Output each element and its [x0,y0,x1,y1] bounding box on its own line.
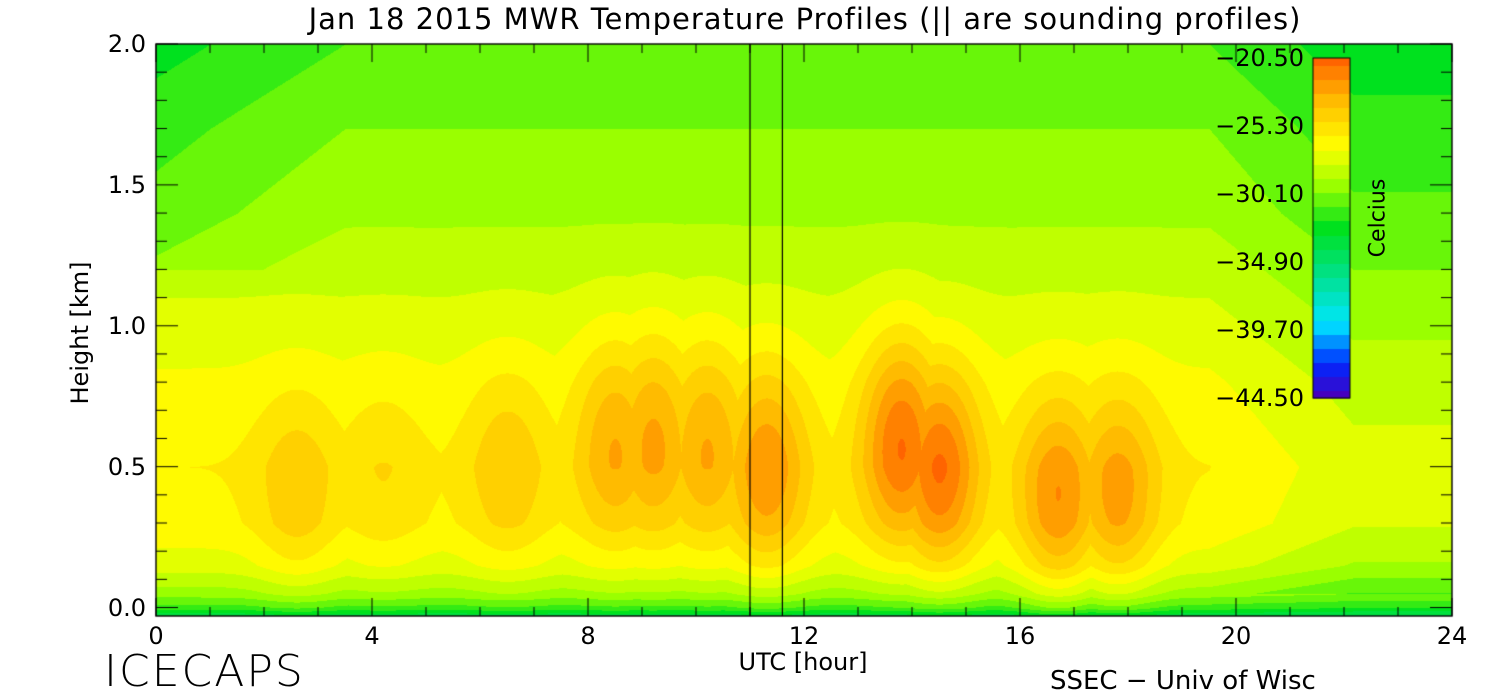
y-tick-label: 1.0 [107,311,146,340]
colorbar-label: Celcius [1365,178,1391,258]
x-axis-label: UTC [hour] [738,648,868,676]
colorbar-tick-label: −25.30 [1215,112,1304,140]
chart-title: Jan 18 2015 MWR Temperature Profiles (||… [308,2,1302,36]
colorbar-tick-label: −34.90 [1215,248,1304,276]
colorbar-tick-label: −39.70 [1215,316,1304,344]
x-tick-label: 0 [148,622,164,650]
ssec-credit: SSEC − Univ of Wisc [1050,666,1316,696]
colorbar-tick-label: −44.50 [1215,384,1304,412]
x-tick-label: 12 [788,622,820,650]
x-tick-label: 8 [580,622,596,650]
y-tick-label: 0.0 [107,593,146,622]
colorbar-tick-label: −30.10 [1215,180,1304,208]
y-tick-label: 0.5 [107,452,146,481]
y-tick-label: 1.5 [107,170,146,199]
y-axis-label: Height [km] [66,261,94,405]
x-tick-label: 16 [1004,622,1036,650]
y-tick-label: 2.0 [107,30,146,58]
colorbar-tick-label: −20.50 [1215,44,1304,72]
icecaps-label: ICECAPS [104,646,305,697]
x-tick-label: 20 [1220,622,1252,650]
x-tick-label: 4 [364,622,380,650]
x-tick-label: 24 [1436,622,1468,650]
